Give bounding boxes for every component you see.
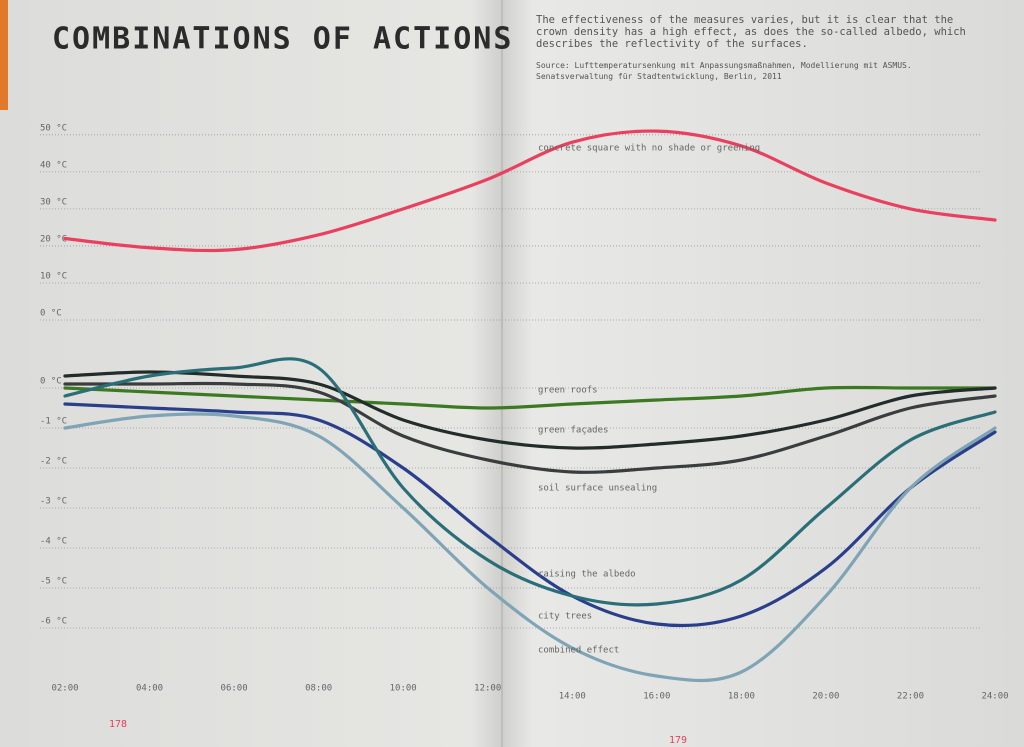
line-label: soil surface unsealing <box>538 484 657 494</box>
x-tick-label: 12:00 <box>474 684 501 694</box>
page-number: 178 <box>109 719 127 730</box>
y-tick-label: 20 °C <box>40 234 67 244</box>
subtitle: The effectiveness of the measures varies… <box>536 14 966 50</box>
y-tick-label: 0 °C <box>40 309 62 319</box>
x-tick-label: 02:00 <box>51 684 78 694</box>
cover-edge <box>0 0 8 110</box>
x-tick-label: 08:00 <box>305 684 332 694</box>
line <box>63 385 997 410</box>
y-tick-label: -2 °C <box>40 457 67 467</box>
y-tick-label: -1 °C <box>40 417 67 427</box>
y-tick-label: -6 °C <box>40 617 67 627</box>
line <box>63 370 997 450</box>
x-tick-label: 22:00 <box>897 692 924 702</box>
page-number: 179 <box>669 735 687 746</box>
x-tick-label: 04:00 <box>136 684 163 694</box>
x-tick-label: 18:00 <box>728 692 755 702</box>
x-tick-label: 14:00 <box>559 692 586 702</box>
y-tick-label: 40 °C <box>40 160 67 170</box>
y-tick-label: 50 °C <box>40 123 67 133</box>
line-label: green roofs <box>538 386 598 396</box>
x-tick-label: 06:00 <box>221 684 248 694</box>
y-tick-label: 30 °C <box>40 197 67 207</box>
title: COMBINATIONS OF ACTIONS <box>52 22 513 57</box>
y-tick-label: -4 °C <box>40 537 67 547</box>
line-label: concrete square with no shade or greenin… <box>538 144 760 154</box>
y-tick-label: -5 °C <box>40 577 67 587</box>
y-tick-label: 10 °C <box>40 271 67 281</box>
x-tick-label: 20:00 <box>812 692 839 702</box>
source: Source: Lufttemperatursenkung mit Anpass… <box>536 61 912 81</box>
line-label: raising the albedo <box>538 570 636 580</box>
line-label: combined effect <box>538 646 619 656</box>
line-label: city trees <box>538 612 592 622</box>
line <box>63 381 997 474</box>
line <box>63 412 997 683</box>
y-tick-label: -3 °C <box>40 497 67 507</box>
line <box>63 402 997 628</box>
line <box>63 129 997 253</box>
line-label: green façades <box>538 426 608 436</box>
x-tick-label: 16:00 <box>643 692 670 702</box>
y-tick-label: 0 °C <box>40 377 62 387</box>
x-tick-label: 24:00 <box>981 692 1008 702</box>
x-tick-label: 10:00 <box>390 684 417 694</box>
line <box>63 357 997 607</box>
text-block: The effectiveness of the measures varies… <box>536 14 966 81</box>
